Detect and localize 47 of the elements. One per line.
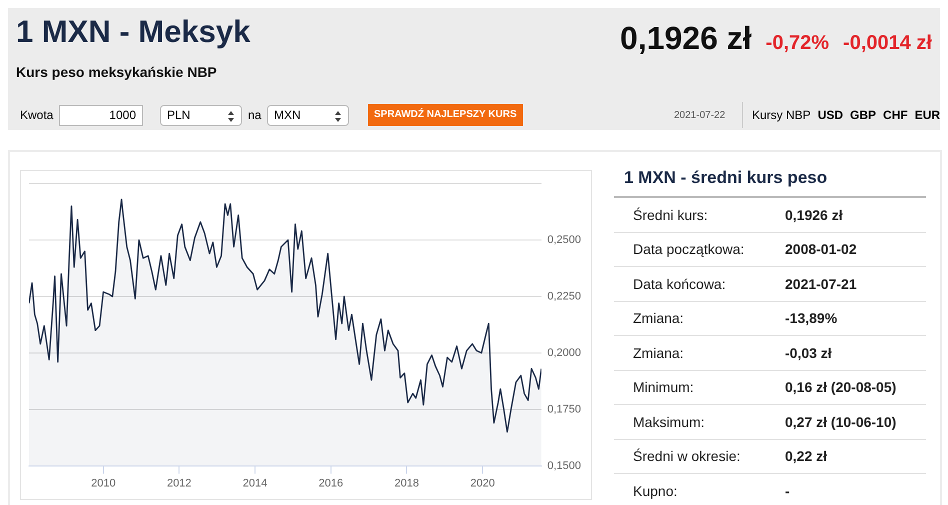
text: Kupno:	[632, 482, 678, 499]
text: 0,1926 zł	[785, 206, 843, 223]
text: USD	[818, 108, 844, 122]
x-tick-label: 2012	[166, 477, 192, 490]
text: Średni kurs:	[632, 206, 709, 223]
text: 1 MXN - średni kurs peso	[614, 168, 926, 198]
text: Data początkowa:	[632, 241, 746, 258]
text: -13,89%	[785, 310, 838, 326]
text: -	[785, 482, 790, 499]
y-tick-label: 0,2500	[547, 234, 582, 246]
text: Zmiana:	[632, 310, 685, 326]
text: 1 MXN - Meksyk	[16, 14, 250, 50]
text: MXN	[267, 105, 349, 126]
y-tick-label: 0,2250	[547, 290, 582, 303]
text: -0,03 zł	[785, 344, 832, 361]
y-tick-label: 0,1500	[547, 460, 582, 472]
text: Minimum:	[632, 379, 695, 396]
text: Średni w okresie:	[632, 448, 742, 464]
text: Data końcowa:	[632, 276, 727, 292]
text: 0,1926 zł	[620, 20, 752, 57]
text: 0,27 zł (10-06-10)	[785, 414, 896, 430]
text: 2021-07-21	[785, 276, 857, 292]
text: Kurs peso meksykańskie NBP	[16, 64, 217, 80]
x-tick-label: 2018	[394, 477, 419, 490]
text: 1000	[59, 105, 143, 126]
text: 0,22 zł	[785, 448, 828, 464]
text: 0,16 zł (20-08-05)	[785, 379, 896, 396]
x-tick-label: 2016	[318, 477, 344, 490]
text: 2008-01-02	[785, 241, 857, 258]
x-tick-label: 2020	[470, 477, 495, 490]
text: PLN	[160, 105, 242, 126]
text: Kursy NBP	[752, 108, 811, 122]
text: Maksimum:	[632, 414, 706, 430]
text: SPRAWDŹ NAJLEPSZY KURS	[368, 104, 523, 126]
text: Zmiana:	[632, 344, 685, 361]
text: Kwota	[20, 108, 54, 122]
x-tick-label: 2010	[91, 477, 116, 490]
text: GBP	[850, 108, 876, 122]
text: na	[248, 108, 262, 122]
y-tick-label: 0,2000	[547, 346, 582, 359]
x-tick-label: 2014	[242, 477, 268, 490]
text: -0,72%	[766, 32, 830, 55]
y-tick-label: 0,1750	[547, 403, 582, 416]
text: -0,0014 zł	[843, 32, 932, 55]
text: CHF	[883, 108, 908, 122]
text: 2021-07-22	[674, 110, 726, 121]
text: EUR	[914, 108, 940, 122]
